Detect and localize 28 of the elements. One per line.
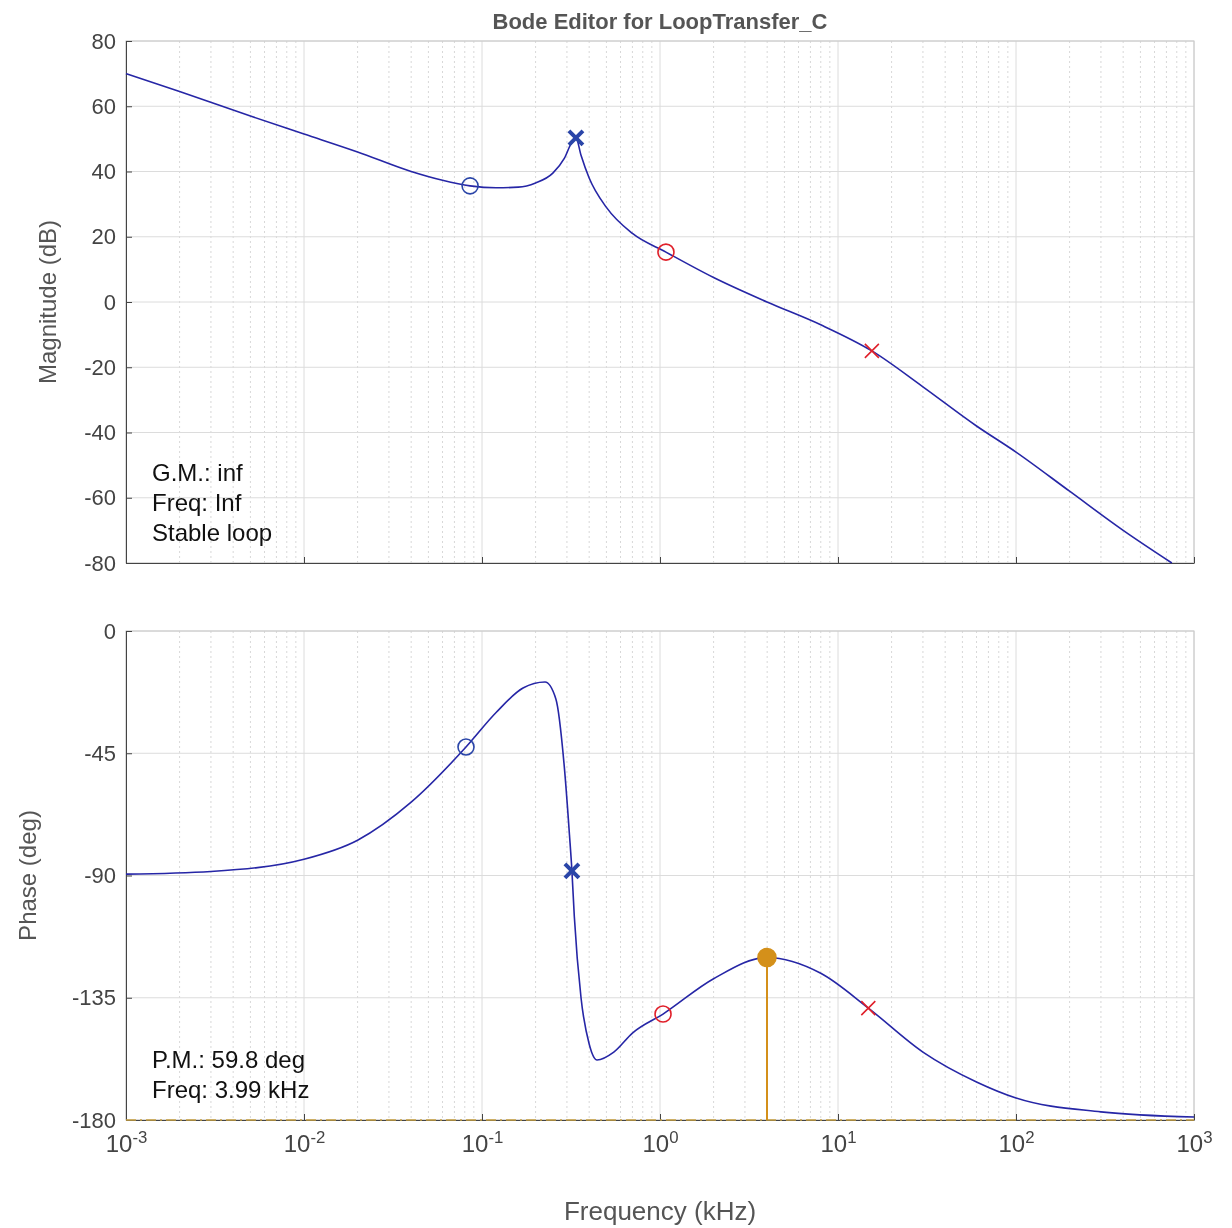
annotation: Freq: 3.99 kHz (152, 1076, 310, 1103)
y-tick-label: -40 (84, 420, 116, 446)
x-axis-title: Frequency (kHz) (563, 1196, 757, 1226)
y-tick-label: 60 (91, 93, 116, 119)
y-axis-title: Phase (deg) (14, 810, 41, 941)
y-tick-label: 20 (91, 224, 116, 250)
annotation: G.M.: inf (152, 459, 244, 486)
y-tick-label: -45 (84, 740, 116, 766)
y-tick-label: -60 (84, 485, 116, 511)
x-tick-label: 10$^{0}$ (642, 1127, 679, 1157)
annotation: Freq: Inf (152, 489, 242, 516)
chart-title: Bode Editor for LoopTransfer_C (492, 9, 828, 34)
x-tick-label: 10$^{3}$ (1176, 1127, 1213, 1157)
x-tick-label: 10$^{2}$ (998, 1127, 1035, 1157)
x-tick-label: 10$^{-2}$ (283, 1127, 326, 1157)
annotation: P.M.: 59.8 deg (152, 1046, 305, 1073)
y-tick-label: -135 (71, 985, 116, 1011)
y-tick-label: 0 (103, 618, 116, 644)
y-tick-label: -80 (84, 550, 116, 576)
y-axis-title: Magnitude (dB) (34, 219, 61, 385)
x-tick-label: 10$^{1}$ (820, 1127, 857, 1157)
x-tick-label: 10$^{-1}$ (461, 1127, 504, 1157)
y-tick-label: 40 (91, 159, 116, 185)
y-tick-label: -20 (84, 354, 116, 380)
y-tick-label: 80 (91, 28, 116, 54)
y-tick-label: -90 (84, 863, 116, 889)
annotation: Stable loop (152, 519, 273, 546)
y-tick-label: 0 (103, 289, 116, 315)
